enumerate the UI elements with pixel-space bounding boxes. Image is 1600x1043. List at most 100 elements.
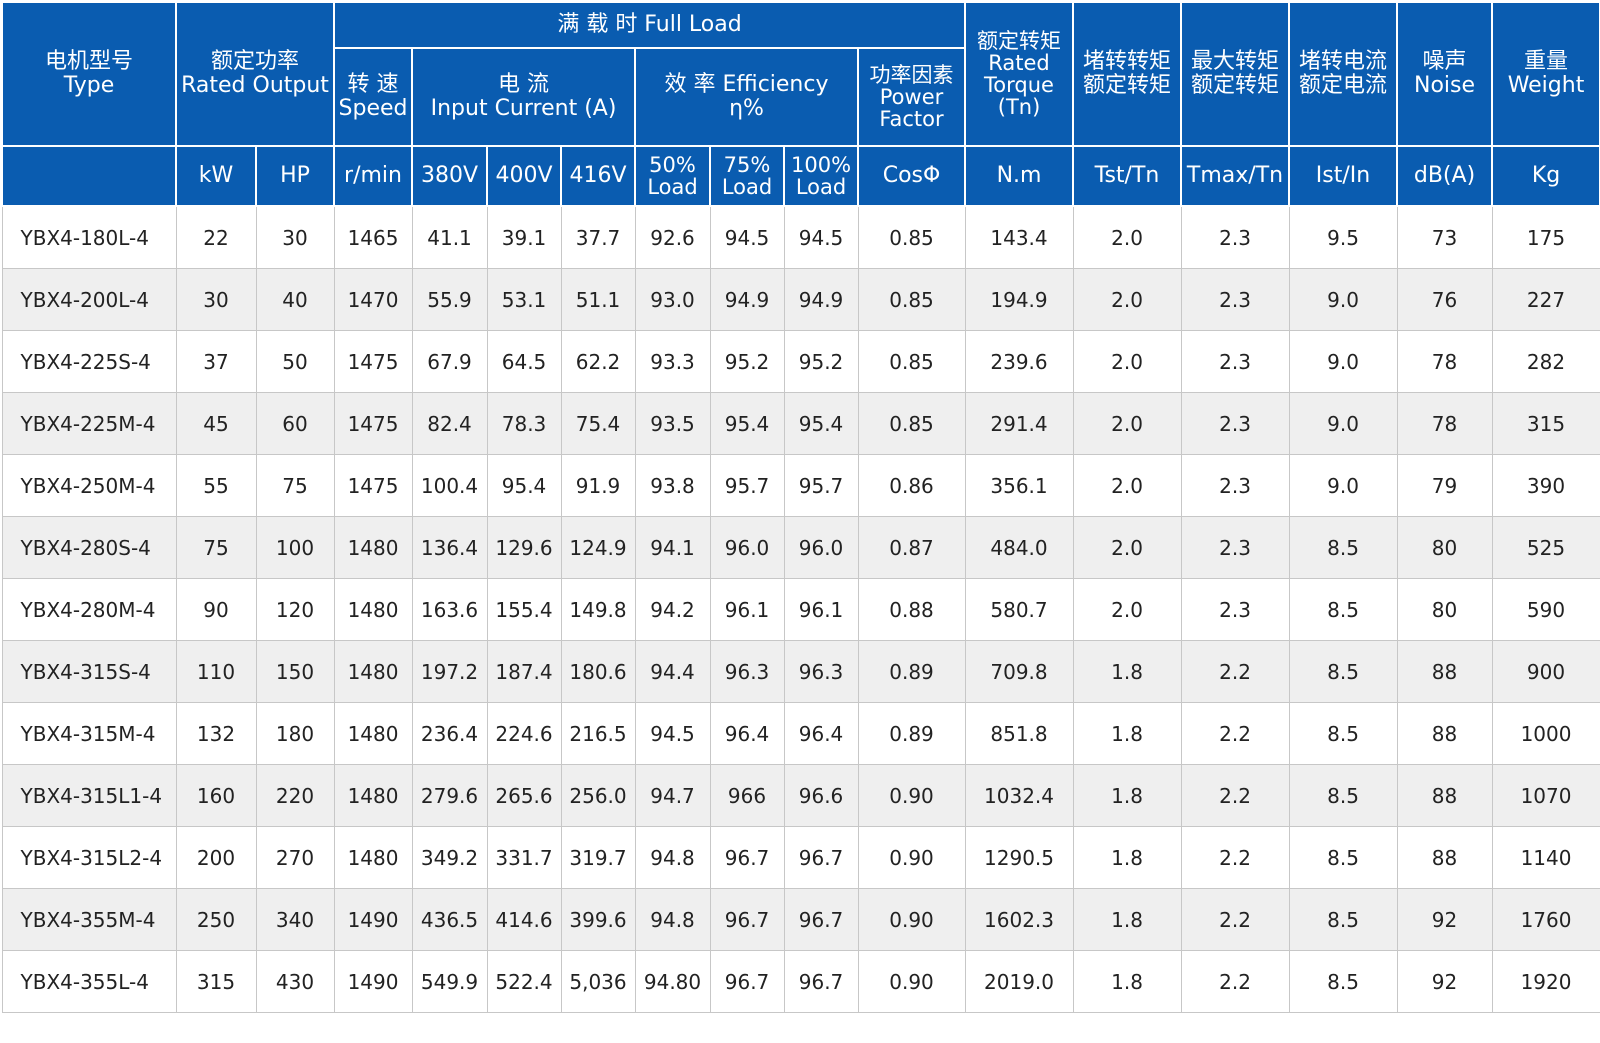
cell-kw: 22 [175, 205, 257, 269]
cell-hp: 430 [255, 950, 335, 1013]
cell-current-400v: 95.4 [486, 454, 562, 517]
cell-eff-75: 94.9 [709, 268, 785, 331]
cell-weight: 1070 [1491, 764, 1600, 827]
cell-rated-torque: 709.8 [964, 640, 1074, 703]
cell-current-380v: 549.9 [411, 950, 488, 1013]
cell-ist-in: 9.0 [1288, 454, 1398, 517]
cell-eff-50: 93.5 [634, 392, 711, 455]
cell-model: YBX4-315L2-4 [1, 826, 177, 889]
cell-current-400v: 129.6 [486, 516, 562, 579]
unit-noise: dB(A) [1396, 145, 1494, 207]
cell-noise: 88 [1396, 764, 1493, 827]
table-body: YBX4-180L-4 22 30 1465 41.1 39.1 37.7 92.6 94.5 9… [1, 205, 1600, 1013]
cell-weight: 1000 [1491, 702, 1600, 765]
cell-tst-tn: 2.0 [1072, 392, 1182, 455]
cell-weight: 1760 [1491, 888, 1600, 951]
cell-speed: 1480 [333, 826, 413, 889]
cell-kw: 160 [175, 764, 257, 827]
cell-power-factor: 0.89 [857, 640, 966, 703]
header-full-load: 满 载 时 Full Load [333, 1, 967, 49]
cell-tmax-tn: 2.2 [1180, 640, 1290, 703]
cell-eff-75: 96.3 [709, 640, 785, 703]
cell-speed: 1480 [333, 640, 413, 703]
unit-speed: r/min [333, 145, 414, 207]
cell-speed: 1475 [333, 330, 413, 393]
cell-eff-75: 96.7 [709, 950, 785, 1013]
header-speed: 转 速 Speed [333, 47, 414, 147]
cell-eff-75: 96.1 [709, 578, 785, 641]
cell-tst-tn: 2.0 [1072, 454, 1182, 517]
cell-current-380v: 100.4 [411, 454, 488, 517]
cell-ist-in: 9.0 [1288, 392, 1398, 455]
cell-eff-50: 94.80 [634, 950, 711, 1013]
cell-eff-50: 94.8 [634, 888, 711, 951]
cell-tmax-tn: 2.3 [1180, 392, 1290, 455]
cell-eff-75: 95.2 [709, 330, 785, 393]
table-row: YBX4-355M-4 250 340 1490 436.5 414.6 399.6 94.8… [1, 888, 1600, 951]
cell-noise: 88 [1396, 640, 1493, 703]
cell-speed: 1490 [333, 888, 413, 951]
cell-eff-75: 94.5 [709, 205, 785, 269]
cell-eff-75: 96.7 [709, 826, 785, 889]
cell-eff-50: 93.3 [634, 330, 711, 393]
cell-power-factor: 0.85 [857, 392, 966, 455]
cell-eff-75: 95.4 [709, 392, 785, 455]
table-row: YBX4-355L-4 315 430 1490 549.9 522.4 5,036 94.8… [1, 950, 1600, 1013]
cell-weight: 227 [1491, 268, 1600, 331]
cell-tmax-tn: 2.2 [1180, 950, 1290, 1013]
cell-rated-torque: 356.1 [964, 454, 1074, 517]
unit-400v: 400V [486, 145, 563, 207]
cell-current-416v: 51.1 [560, 268, 636, 331]
cell-rated-torque: 484.0 [964, 516, 1074, 579]
unit-tmax-tn: Tmax/Tn [1180, 145, 1291, 207]
cell-weight: 282 [1491, 330, 1600, 393]
header-locked-current: 堵转电流 额定电流 [1288, 1, 1399, 147]
cell-noise: 88 [1396, 826, 1493, 889]
cell-current-380v: 82.4 [411, 392, 488, 455]
cell-current-416v: 75.4 [560, 392, 636, 455]
cell-current-400v: 224.6 [486, 702, 562, 765]
cell-tst-tn: 2.0 [1072, 516, 1182, 579]
cell-hp: 150 [255, 640, 335, 703]
table-row: YBX4-225S-4 37 50 1475 67.9 64.5 62.2 93.3 95.2 9… [1, 330, 1600, 393]
cell-eff-50: 94.8 [634, 826, 711, 889]
cell-ist-in: 8.5 [1288, 764, 1398, 827]
cell-ist-in: 8.5 [1288, 826, 1398, 889]
cell-current-416v: 37.7 [560, 205, 636, 269]
unit-hp: HP [254, 145, 336, 207]
cell-speed: 1480 [333, 702, 413, 765]
cell-current-380v: 279.6 [411, 764, 488, 827]
cell-eff-75: 966 [709, 764, 785, 827]
cell-hp: 180 [255, 702, 335, 765]
cell-current-380v: 163.6 [411, 578, 488, 641]
cell-tst-tn: 2.0 [1072, 268, 1182, 331]
unit-type-blank [1, 145, 177, 207]
cell-hp: 220 [255, 764, 335, 827]
unit-weight: Kg [1491, 145, 1600, 207]
cell-current-380v: 55.9 [411, 268, 488, 331]
cell-ist-in: 8.5 [1288, 516, 1398, 579]
cell-eff-100: 96.6 [783, 764, 859, 827]
cell-kw: 132 [175, 702, 257, 765]
cell-noise: 80 [1396, 516, 1493, 579]
cell-model: YBX4-225S-4 [1, 330, 177, 393]
cell-current-400v: 53.1 [486, 268, 562, 331]
cell-rated-torque: 1032.4 [964, 764, 1074, 827]
cell-tst-tn: 1.8 [1072, 950, 1182, 1013]
table-row: YBX4-280M-4 90 120 1480 163.6 155.4 149.8 94.2 9… [1, 578, 1600, 641]
cell-tst-tn: 1.8 [1072, 702, 1182, 765]
cell-ist-in: 9.5 [1288, 205, 1398, 269]
cell-current-416v: 399.6 [560, 888, 636, 951]
cell-rated-torque: 1602.3 [964, 888, 1074, 951]
cell-eff-100: 94.9 [783, 268, 859, 331]
cell-eff-100: 96.3 [783, 640, 859, 703]
cell-current-400v: 39.1 [486, 205, 562, 269]
unit-380v: 380V [411, 145, 489, 207]
header-locked-torque: 堵转转矩 额定转矩 [1072, 1, 1183, 147]
cell-tst-tn: 2.0 [1072, 578, 1182, 641]
cell-kw: 250 [175, 888, 257, 951]
cell-speed: 1475 [333, 454, 413, 517]
cell-eff-100: 96.4 [783, 702, 859, 765]
cell-ist-in: 9.0 [1288, 330, 1398, 393]
cell-hp: 60 [255, 392, 335, 455]
